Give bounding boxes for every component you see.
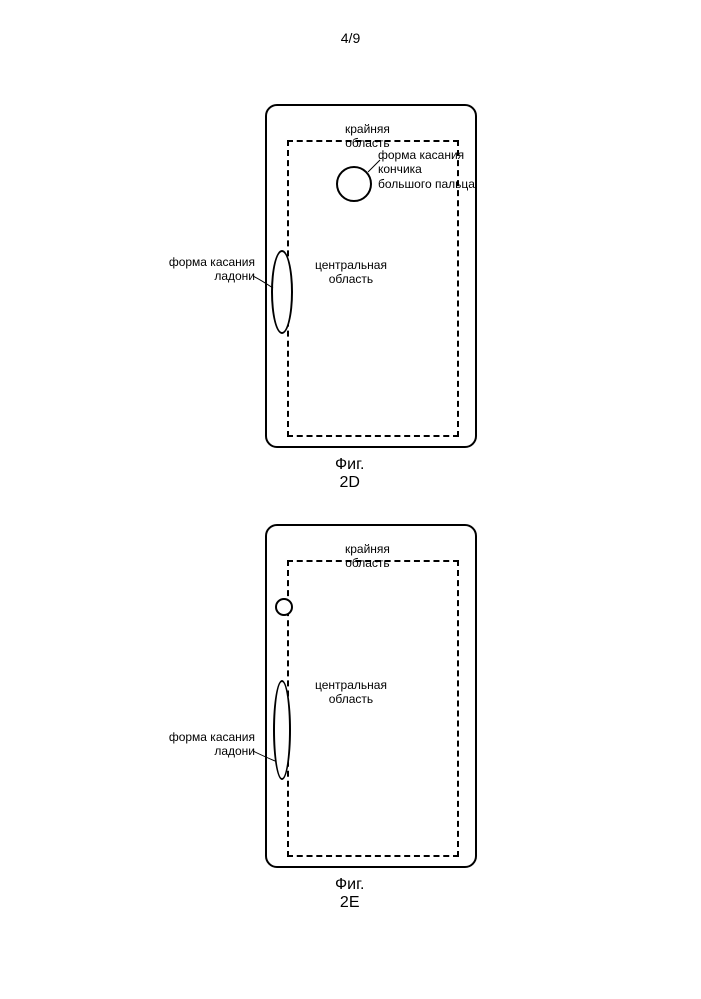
- palm-touch-ellipse-2e: [273, 680, 291, 780]
- page-number: 4/9: [341, 30, 360, 46]
- caption-2e: Фиг. 2E: [335, 876, 364, 912]
- caption-2d: Фиг. 2D: [335, 456, 364, 492]
- thumb-label-text-2d: форма касания кончика большого пальца: [378, 148, 475, 191]
- palm-label-2d: форма касания ладони: [155, 255, 255, 284]
- palm-leader-2e: [253, 745, 277, 765]
- palm-label-text-2e: форма касания ладони: [169, 730, 255, 758]
- palm-label-text-2d: форма касания ладони: [169, 255, 255, 283]
- thumb-touch-circle-2d: [336, 166, 372, 202]
- edge-region-label-2d: крайняя область: [345, 122, 390, 151]
- thumb-leader-2d: [368, 160, 388, 180]
- palm-label-2e: форма касания ладони: [155, 730, 255, 759]
- device-inner-2e: [287, 560, 459, 857]
- thumb-label-2d: форма касания кончика большого пальца: [378, 148, 478, 191]
- palm-touch-ellipse-2d: [271, 250, 293, 334]
- small-touch-circle-2e: [275, 598, 293, 616]
- central-region-label-2e: центральная область: [315, 678, 387, 707]
- edge-region-label-2e: крайняя область: [345, 542, 390, 571]
- palm-leader-2d: [253, 270, 277, 290]
- central-region-label-2d: центральная область: [315, 258, 387, 287]
